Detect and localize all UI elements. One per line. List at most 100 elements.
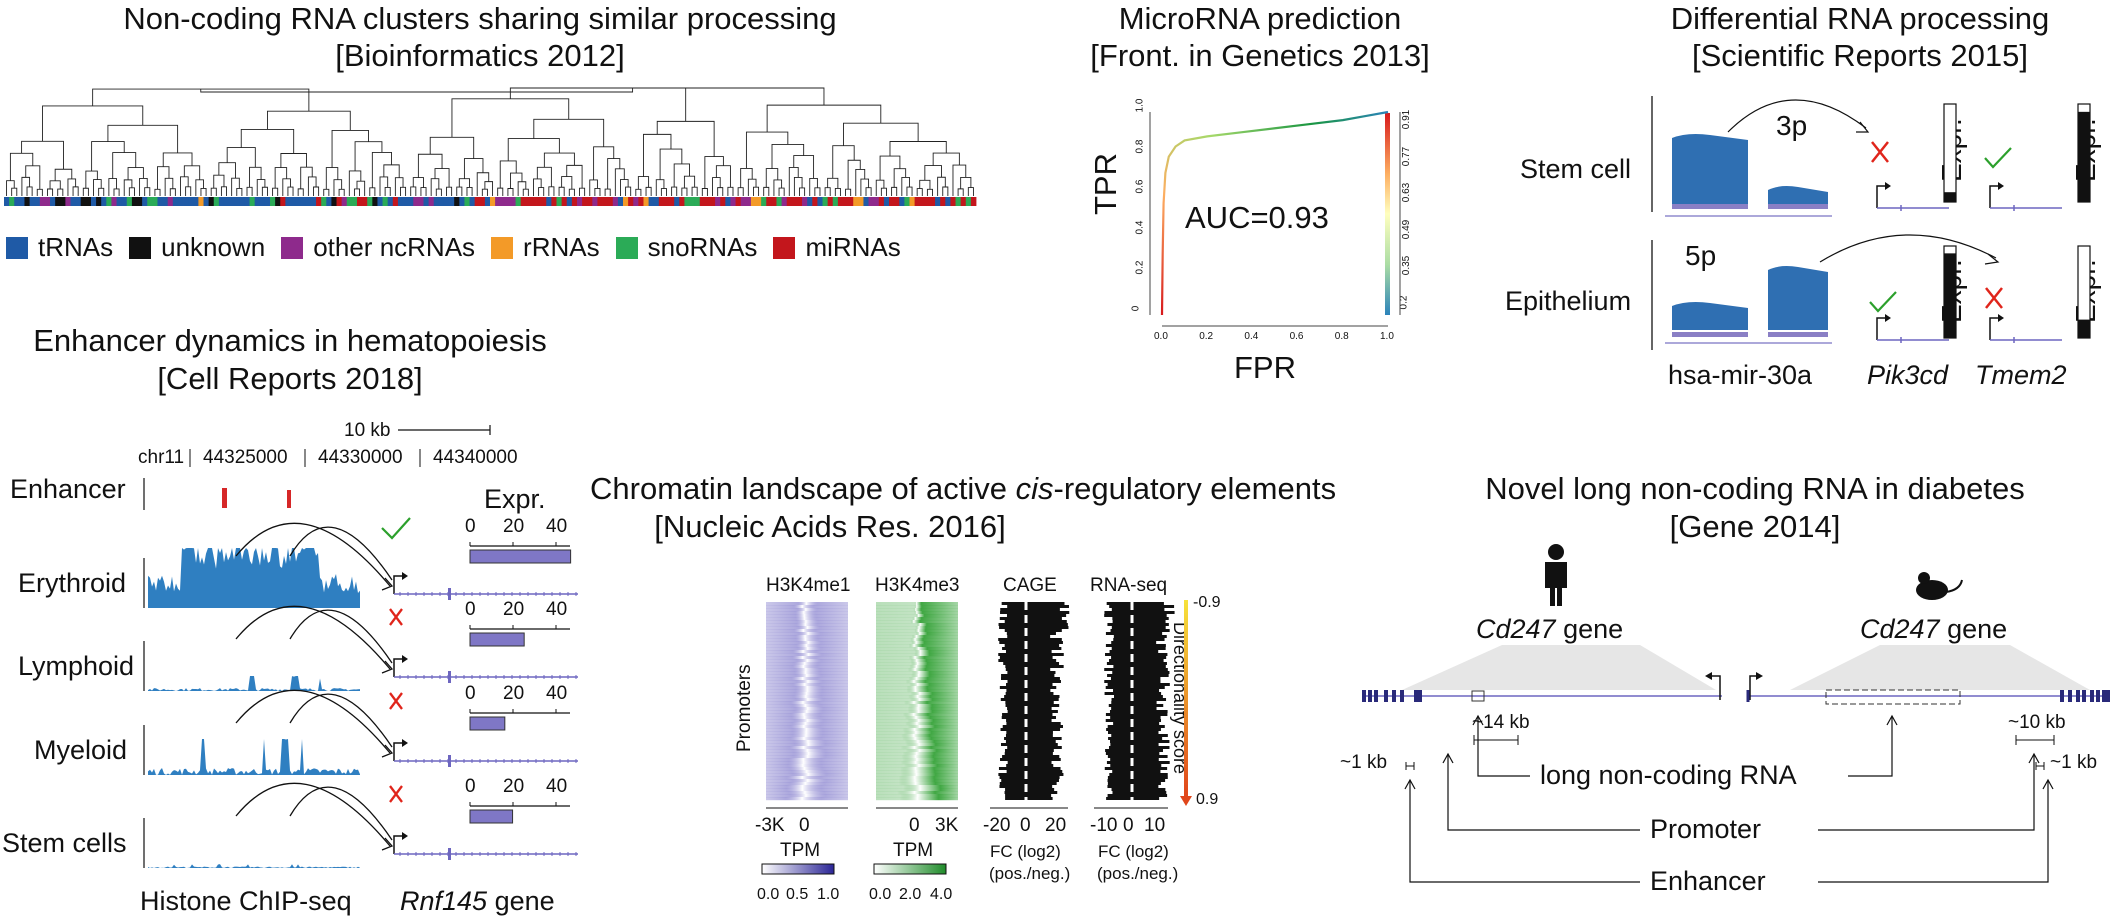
- dendrogram-branch: [139, 178, 148, 196]
- mouse-zoom-cone: [1790, 645, 2090, 690]
- dendrogram-branch: [67, 178, 77, 196]
- fc-row: [1005, 665, 1064, 668]
- dendrogram-branch: [778, 187, 785, 196]
- lnc-enhancer-label: Enhancer: [1650, 866, 1766, 896]
- dendrogram-branch: [333, 179, 343, 196]
- mouse-gene-label: Cd247 gene: [1860, 614, 2007, 645]
- dendrogram-branch: [712, 177, 721, 196]
- fc-row: [1106, 662, 1167, 665]
- heat-row: [766, 671, 848, 675]
- fc-row: [1109, 650, 1159, 653]
- fc-row: [1001, 716, 1056, 719]
- heat-row: [876, 659, 958, 663]
- leaf-color: [510, 197, 516, 206]
- dendrogram-branch: [509, 87, 755, 99]
- leaf-color: [152, 197, 158, 206]
- dendrogram-branch: [85, 170, 98, 189]
- fc-row: [1113, 665, 1166, 668]
- stem-arc-arrow: [1856, 121, 1870, 133]
- fc-row: [1006, 632, 1056, 635]
- fc-row: [1106, 797, 1160, 800]
- dendrogram-branch: [793, 177, 803, 196]
- dendrogram-branch: [210, 187, 217, 196]
- dendrogram-branch: [93, 179, 102, 196]
- dendrogram-branch: [497, 187, 504, 196]
- heat-row: [766, 770, 848, 774]
- leaf-color: [515, 197, 522, 206]
- roc-tick-label: 0.4: [1134, 220, 1146, 235]
- dendrogram-branch: [594, 187, 601, 196]
- leaf-color: [909, 197, 916, 206]
- mouse-gene-name: Cd247: [1860, 614, 1940, 644]
- roc-tick-label: 0.49: [1401, 219, 1413, 240]
- heat-row: [876, 695, 958, 699]
- human-exon: [1392, 690, 1396, 702]
- dendrogram-branch: [660, 188, 667, 196]
- fc-row: [1108, 704, 1164, 707]
- leaf-color: [571, 197, 578, 206]
- leaf-color: [239, 197, 245, 206]
- leaf-color-bar: [4, 197, 977, 206]
- diff-expr-3: Expr.: [1936, 259, 1967, 323]
- fc-row: [1002, 647, 1062, 650]
- leaf-color: [137, 197, 143, 206]
- leaf-color: [244, 197, 250, 206]
- dendrogram-branch: [267, 110, 351, 131]
- leaf-color: [60, 197, 66, 206]
- heat-row: [876, 731, 958, 735]
- fc-row: [1109, 659, 1164, 662]
- human-gene-name: Cd247: [1476, 614, 1556, 644]
- leaf-color: [878, 197, 885, 206]
- roc-tick-label: 0: [1130, 305, 1142, 312]
- diff-row-epithelium: Epithelium: [1505, 286, 1632, 316]
- dendrogram-branch: [906, 186, 913, 196]
- dendrogram-branch: [429, 136, 475, 159]
- dendrogram-branch: [740, 168, 753, 188]
- rnf145-tss: [393, 835, 406, 854]
- leaf-color: [387, 197, 394, 206]
- mouse-exon: [2090, 690, 2094, 702]
- fc-row: [998, 773, 1064, 776]
- dendrogram-branch: [832, 145, 855, 179]
- roc-tick-label: 0.77: [1401, 146, 1413, 166]
- epi-5p-annot: [1672, 332, 1748, 337]
- mirna-name: hsa-mir-30a: [1668, 360, 1813, 390]
- leaf-color: [459, 197, 465, 206]
- heat-row: [876, 698, 958, 702]
- fc-row: [1107, 683, 1170, 686]
- heat-row: [766, 749, 848, 753]
- leaf-color: [34, 197, 41, 206]
- leaf-color: [628, 197, 634, 206]
- leaf-color: [408, 197, 414, 206]
- fc-row: [1007, 680, 1061, 683]
- stem-5p-annot: [1672, 204, 1748, 209]
- fc-row: [1113, 695, 1163, 698]
- leaf-color: [234, 197, 240, 206]
- gene-pik3cd: Pik3cd: [1867, 360, 1949, 390]
- leaf-color: [786, 197, 793, 206]
- heat-row: [876, 767, 958, 771]
- fc-row: [1104, 611, 1175, 614]
- diff-row-stem: Stem cell: [1520, 154, 1632, 184]
- roc-tick-label: 0.2: [1199, 331, 1214, 342]
- leaf-color: [873, 197, 880, 206]
- leaf-color: [203, 197, 210, 206]
- fc-row: [1110, 629, 1170, 632]
- legend-swatch: [129, 236, 152, 259]
- dendrogram-branch: [72, 186, 79, 196]
- leaf-color: [587, 197, 593, 206]
- dendrogram-branch: [113, 188, 120, 196]
- leaf-color: [894, 197, 900, 206]
- human-icon-body: [1545, 562, 1567, 606]
- leaf-color: [924, 197, 931, 206]
- fc-row: [1001, 602, 1065, 605]
- fc-row: [1105, 644, 1166, 647]
- coord-3: 44340000: [433, 447, 518, 468]
- fc-row: [1113, 689, 1160, 692]
- leaf-color: [341, 197, 348, 206]
- dendrogram-branch: [701, 188, 708, 196]
- leaf-color: [653, 197, 660, 206]
- fc-row: [1007, 635, 1051, 638]
- fc-row: [1002, 755, 1060, 758]
- dendrogram-branch: [400, 186, 407, 196]
